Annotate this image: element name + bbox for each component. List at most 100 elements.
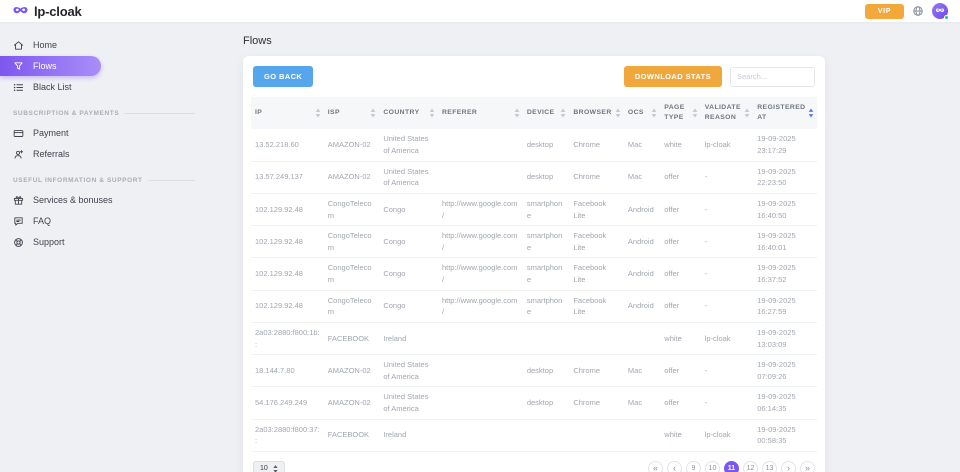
search-input[interactable] bbox=[730, 66, 815, 87]
table-cell: 2a03:2880:f800:1b:: bbox=[251, 322, 324, 356]
avatar[interactable] bbox=[932, 3, 949, 20]
page-title: Flows bbox=[243, 35, 272, 47]
table-cell: smartphone bbox=[522, 193, 570, 227]
column-header-browser[interactable]: Browser bbox=[569, 97, 624, 130]
sidebar-item-services-bonuses[interactable]: Services & bonuses bbox=[0, 190, 235, 210]
table-cell: 102.129.92.48 bbox=[251, 257, 324, 291]
sidebar-nav: Home Flows Black List Subscription & Paymen… bbox=[0, 35, 235, 252]
table-cell: FACEBOOK bbox=[323, 419, 380, 452]
column-header-ip[interactable]: IP bbox=[251, 97, 324, 130]
pagination-page-9[interactable]: 9 bbox=[686, 461, 701, 472]
table-cell: AMAZON-02 bbox=[323, 354, 380, 388]
column-label: Registered At bbox=[757, 104, 806, 122]
table-cell: 102.129.92.48 bbox=[251, 193, 324, 227]
column-label: Browser bbox=[573, 109, 612, 117]
pagination-page-13[interactable]: 13 bbox=[762, 461, 777, 472]
faq-icon bbox=[13, 216, 24, 227]
column-header-validate-reason[interactable]: Validate Reason bbox=[700, 97, 754, 130]
sidebar-item-payment[interactable]: Payment bbox=[0, 123, 235, 143]
table-cell: - bbox=[700, 354, 754, 388]
globe-icon[interactable] bbox=[912, 5, 924, 17]
table-cell bbox=[569, 322, 624, 356]
table-cell: Mac bbox=[623, 129, 661, 162]
table-cell: 13.52.218.60 bbox=[251, 129, 324, 162]
table-cell: http://www.google.com/ bbox=[437, 290, 523, 323]
table-cell: Mac bbox=[623, 386, 661, 420]
logo[interactable]: lp-cloak bbox=[12, 3, 82, 20]
table-cell: desktop bbox=[522, 129, 570, 162]
column-header-device[interactable]: Device bbox=[522, 97, 570, 130]
table-cell: 19-09-2025 06:14:35 bbox=[753, 386, 817, 420]
column-header-registered-at[interactable]: Registered At bbox=[753, 97, 817, 130]
table-cell: United States of America bbox=[379, 354, 438, 388]
table-cell: Mac bbox=[623, 161, 661, 194]
sidebar-item-label: Referrals bbox=[33, 149, 70, 159]
table-cell: 18.144.7.80 bbox=[251, 354, 324, 388]
sidebar-item-label: Home bbox=[33, 40, 58, 50]
table-cell bbox=[623, 322, 661, 356]
pagination-prev[interactable]: ‹ bbox=[667, 461, 682, 472]
table-cell: Chrome bbox=[569, 129, 624, 162]
download-stats-button[interactable]: DOWNLOAD STATS bbox=[623, 66, 722, 87]
sidebar-item-home[interactable]: Home bbox=[0, 35, 235, 55]
table-cell: 19-09-2025 16:37:52 bbox=[753, 257, 817, 291]
table-cell: - bbox=[700, 257, 754, 291]
sidebar-item-label: Payment bbox=[33, 128, 69, 138]
column-header-page-type[interactable]: Page Type bbox=[660, 97, 701, 130]
table-cell: CongoTelecom bbox=[323, 225, 380, 259]
table-cell: offer bbox=[660, 257, 701, 291]
mask-icon bbox=[12, 3, 29, 20]
pagination-next[interactable]: › bbox=[781, 461, 796, 472]
pagination-last[interactable]: » bbox=[800, 461, 815, 472]
column-header-referer[interactable]: Referer bbox=[437, 97, 523, 130]
sidebar-item-support[interactable]: Support bbox=[0, 232, 235, 252]
table-cell: Facebook Lite bbox=[569, 193, 624, 227]
pagination-page-11[interactable]: 11 bbox=[724, 461, 739, 472]
avatar-mask-icon bbox=[935, 6, 945, 16]
table-row: 2a03:2880:f800:37:: FACEBOOK Ireland white l… bbox=[251, 419, 817, 452]
sidebar-item-black-list[interactable]: Black List bbox=[0, 77, 235, 97]
table-cell: Ireland bbox=[379, 322, 438, 356]
sort-icon bbox=[370, 108, 376, 118]
table-cell: Facebook Lite bbox=[569, 225, 624, 259]
table-cell: Chrome bbox=[569, 386, 624, 420]
table-cell bbox=[437, 386, 523, 420]
sidebar-item-faq[interactable]: FAQ bbox=[0, 211, 235, 231]
go-back-button[interactable]: GO BACK bbox=[253, 66, 314, 87]
logo-text: lp-cloak bbox=[34, 3, 82, 19]
table-cell bbox=[437, 354, 523, 388]
sidebar-section-title-subscription-payments: Subscription & Payments bbox=[0, 110, 235, 117]
table-row: 2a03:2880:f800:1b:: FACEBOOK Ireland white l… bbox=[251, 322, 817, 356]
pagination-page-12[interactable]: 12 bbox=[743, 461, 758, 472]
column-header-ocs[interactable]: OCS bbox=[623, 97, 661, 130]
table-cell: http://www.google.com/ bbox=[437, 193, 523, 227]
table-cell: white bbox=[660, 322, 701, 356]
table-cell: smartphone bbox=[522, 257, 570, 291]
column-label: ISP bbox=[327, 109, 340, 117]
page-size-select[interactable]: 10 bbox=[253, 460, 285, 472]
table-cell: 54.176.249.249 bbox=[251, 386, 324, 420]
table-cell: 19-09-2025 13:03:09 bbox=[753, 322, 817, 356]
column-header-country[interactable]: Country bbox=[379, 97, 438, 130]
sort-icon bbox=[560, 108, 566, 118]
table-cell: 102.129.92.48 bbox=[251, 225, 324, 259]
column-label: Device bbox=[526, 109, 555, 117]
sidebar-item-label: Black List bbox=[33, 82, 72, 92]
sidebar-item-flows[interactable]: Flows bbox=[0, 56, 101, 76]
table-cell: - bbox=[700, 161, 754, 194]
pagination-first[interactable]: « bbox=[648, 461, 663, 472]
vip-button[interactable]: VIP bbox=[864, 3, 904, 19]
table-cell bbox=[522, 322, 570, 356]
spinner-icon bbox=[273, 464, 278, 472]
table-cell: United States of America bbox=[379, 129, 438, 162]
sidebar-item-referrals[interactable]: Referrals bbox=[0, 144, 235, 164]
services-icon bbox=[13, 195, 24, 206]
column-header-isp[interactable]: ISP bbox=[323, 97, 380, 130]
pagination-page-10[interactable]: 10 bbox=[705, 461, 720, 472]
table-cell: - bbox=[700, 193, 754, 227]
table-cell: 19-09-2025 22:23:50 bbox=[753, 161, 817, 194]
table-cell: offer bbox=[660, 290, 701, 323]
column-label: OCS bbox=[627, 109, 644, 117]
table-cell: Mac bbox=[623, 354, 661, 388]
table-cell: Android bbox=[623, 193, 661, 227]
